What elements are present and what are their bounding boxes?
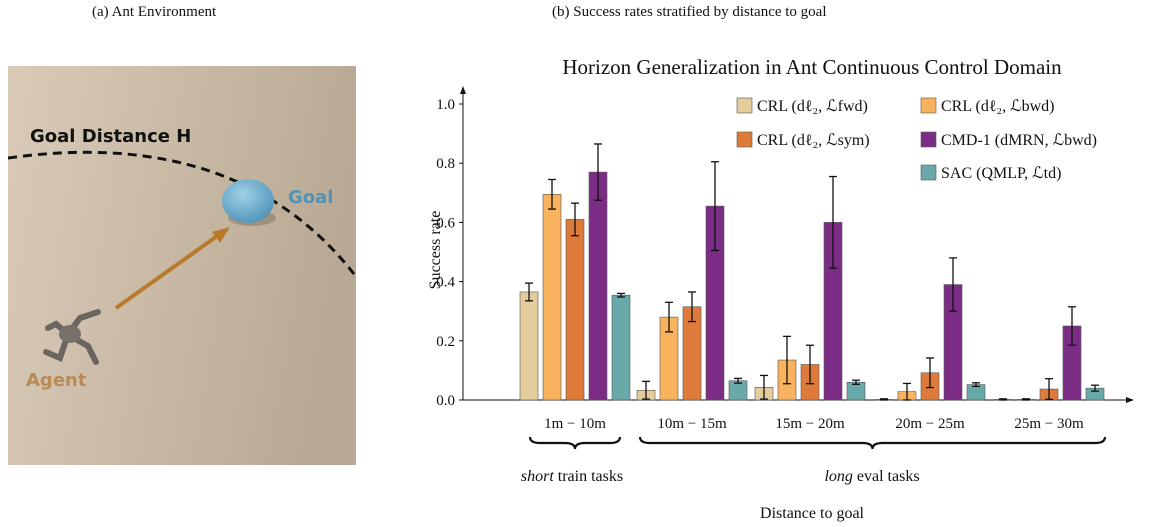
x-tick-label: 1m − 10m xyxy=(544,416,606,432)
ant-agent xyxy=(43,309,101,365)
y-axis-arrow xyxy=(460,86,466,94)
chart-legend: CRL (dℓ₂, ℒfwd) CRL (dℓ₂, ℒbwd) CRL (dℓ₂… xyxy=(736,97,1097,182)
legend-label: CMD-1 (dMRN, ℒbwd) xyxy=(941,132,1097,149)
x-tick-labels: 1m − 10m 10m − 15m 15m − 20m 20m − 25m 25m −… xyxy=(544,416,1084,432)
legend-swatch xyxy=(920,131,937,148)
brace xyxy=(528,436,622,450)
caption-chart: (b) Success rates stratified by distance… xyxy=(552,4,827,20)
chart-title: Horizon Generalization in Ant Continuous… xyxy=(562,55,1062,79)
x-axis-arrow xyxy=(1126,397,1134,403)
x-tick-label: 15m − 20m xyxy=(775,416,845,432)
task-braces: short train tasks long eval tasks xyxy=(521,436,1107,485)
y-tick-label: 0.2 xyxy=(436,334,455,350)
y-ticks: 0.0 0.2 0.4 0.6 0.8 1.0 xyxy=(436,97,463,409)
y-tick-label: 0.4 xyxy=(436,275,455,291)
bar xyxy=(565,219,585,401)
caption-environment: (a) Ant Environment xyxy=(92,4,217,20)
legend-label: CRL (dℓ₂, ℒbwd) xyxy=(941,98,1055,115)
bar xyxy=(588,171,608,401)
x-tick-label: 20m − 25m xyxy=(895,416,965,432)
legend-item-sac: SAC (QMLP, ℒtd) xyxy=(920,164,1061,182)
ant-environment-illustration: Goal Distance H Goal Agent xyxy=(8,66,356,465)
agent-to-goal-arrow xyxy=(114,232,222,310)
bar xyxy=(542,193,562,401)
legend-swatch xyxy=(920,97,937,114)
legend-item-crl-bwd: CRL (dℓ₂, ℒbwd) xyxy=(920,97,1055,115)
bar-series xyxy=(519,143,1105,401)
agent-label: Agent xyxy=(26,370,87,391)
legend-label: SAC (QMLP, ℒtd) xyxy=(941,165,1061,182)
goal-label: Goal xyxy=(288,187,333,208)
legend-swatch xyxy=(736,97,753,114)
brace-label: long eval tasks xyxy=(824,468,919,485)
y-axis-label: Success rate xyxy=(427,211,444,290)
brace xyxy=(638,436,1107,450)
y-tick-label: 1.0 xyxy=(436,97,455,113)
ant-environment-image: Goal Distance H Goal Agent xyxy=(8,66,356,465)
x-axis-label: Distance to goal xyxy=(760,505,865,522)
x-tick-label: 10m − 15m xyxy=(657,416,727,432)
goal-sphere xyxy=(222,179,274,223)
bar xyxy=(611,294,631,401)
y-tick-label: 0.6 xyxy=(436,215,455,231)
legend-label: CRL (dℓ₂, ℒfwd) xyxy=(757,98,868,115)
arrow-head xyxy=(212,227,230,243)
legend-swatch xyxy=(736,131,753,148)
legend-swatch xyxy=(920,164,937,181)
environment-background xyxy=(8,66,356,465)
legend-item-crl-fwd: CRL (dℓ₂, ℒfwd) xyxy=(736,97,868,115)
y-tick-label: 0.8 xyxy=(436,156,455,172)
legend-item-cmd1: CMD-1 (dMRN, ℒbwd) xyxy=(920,131,1097,149)
goal-distance-label: Goal Distance H xyxy=(30,126,191,147)
brace-label: short train tasks xyxy=(521,468,623,485)
x-tick-label: 25m − 30m xyxy=(1014,416,1084,432)
goal-distance-arc xyxy=(8,150,356,275)
legend-item-crl-sym: CRL (dℓ₂, ℒsym) xyxy=(736,131,870,149)
bar xyxy=(519,291,539,401)
y-tick-label: 0.0 xyxy=(436,393,455,409)
legend-label: CRL (dℓ₂, ℒsym) xyxy=(757,132,870,149)
